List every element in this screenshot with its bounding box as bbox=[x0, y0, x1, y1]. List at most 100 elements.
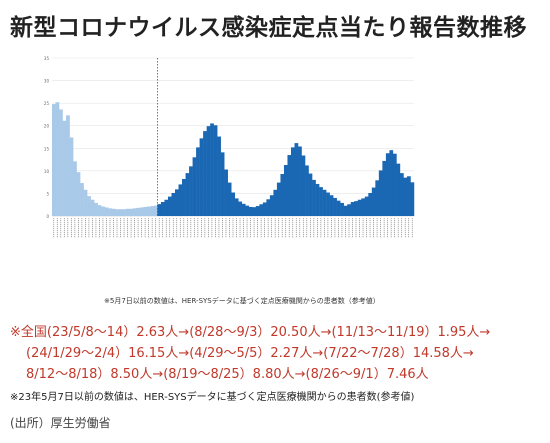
bar bbox=[283, 164, 288, 216]
bar bbox=[69, 137, 74, 216]
bar bbox=[164, 199, 169, 216]
bar bbox=[326, 192, 330, 216]
bar bbox=[262, 202, 267, 216]
bar bbox=[66, 115, 70, 216]
bar bbox=[399, 173, 404, 216]
bar bbox=[294, 143, 299, 216]
bar bbox=[375, 180, 380, 216]
bar bbox=[245, 205, 250, 216]
bar bbox=[227, 182, 232, 216]
y-tick-label: 10 bbox=[44, 169, 49, 174]
bar bbox=[336, 200, 341, 216]
bar bbox=[192, 157, 197, 216]
bar bbox=[59, 109, 63, 216]
bar bbox=[280, 174, 285, 216]
bar bbox=[343, 205, 348, 216]
bar bbox=[76, 172, 81, 216]
bar bbox=[403, 177, 408, 216]
bar bbox=[354, 201, 359, 216]
bar bbox=[308, 173, 313, 216]
bar bbox=[160, 202, 165, 216]
bar bbox=[220, 152, 225, 216]
bar bbox=[266, 199, 271, 216]
bar bbox=[182, 178, 186, 216]
summary-line-2: (24/1/29～2/4）16.15人→(4/29～5/5）2.27人→(7/2… bbox=[26, 346, 474, 361]
bar bbox=[199, 138, 204, 216]
bar bbox=[189, 166, 193, 216]
bar bbox=[305, 165, 309, 216]
bar bbox=[364, 196, 369, 216]
bar bbox=[312, 179, 316, 216]
bar bbox=[94, 202, 98, 216]
bar bbox=[55, 102, 60, 216]
bar bbox=[104, 207, 109, 216]
bar bbox=[97, 205, 102, 216]
source-note: (出所）厚生労働省 bbox=[10, 416, 111, 430]
bar bbox=[167, 196, 172, 216]
bar bbox=[178, 184, 183, 216]
bar bbox=[132, 208, 137, 216]
bar-chart: 0 5 10 15 20 25 30 35 bbox=[44, 56, 415, 238]
summary-line-1: ※全国(23/5/8～14）2.63人→(8/28～9/3）20.50人→(11… bbox=[10, 325, 491, 340]
bar bbox=[129, 208, 134, 216]
bar bbox=[150, 206, 155, 216]
summary-line-3: 8/12～8/18）8.50人→(8/19～8/25）8.80人→(8/26～9… bbox=[26, 367, 429, 382]
bar bbox=[108, 208, 112, 216]
bar bbox=[252, 207, 257, 216]
bar bbox=[322, 189, 327, 216]
bar bbox=[139, 207, 144, 216]
bar bbox=[315, 183, 320, 216]
bar bbox=[389, 150, 394, 216]
bar bbox=[273, 189, 278, 216]
bar bbox=[136, 207, 141, 216]
bar bbox=[378, 170, 383, 216]
bar bbox=[171, 192, 176, 216]
bar bbox=[153, 205, 158, 216]
bar bbox=[319, 187, 323, 216]
bar bbox=[231, 192, 236, 216]
bar bbox=[73, 161, 77, 216]
bar bbox=[298, 146, 302, 216]
bar bbox=[203, 131, 207, 216]
bar bbox=[224, 169, 228, 216]
bar bbox=[217, 136, 221, 216]
bar bbox=[287, 155, 292, 216]
bar bbox=[368, 192, 373, 216]
bar bbox=[276, 182, 281, 216]
bar bbox=[410, 182, 415, 216]
bar bbox=[146, 206, 151, 216]
bar bbox=[80, 183, 84, 216]
bar bbox=[347, 204, 351, 216]
y-tick-label: 0 bbox=[46, 214, 49, 219]
bar bbox=[301, 155, 306, 216]
bar bbox=[269, 195, 274, 216]
bar bbox=[206, 126, 211, 216]
bar bbox=[62, 120, 67, 216]
bar bbox=[90, 199, 95, 216]
bar bbox=[241, 203, 246, 216]
bar bbox=[196, 147, 200, 216]
bar bbox=[118, 209, 123, 216]
bar bbox=[290, 147, 295, 216]
bar bbox=[361, 198, 366, 216]
bar bbox=[329, 195, 334, 216]
y-tick-label: 30 bbox=[44, 79, 49, 84]
y-tick-label: 20 bbox=[44, 124, 49, 129]
bar bbox=[52, 104, 56, 216]
bar bbox=[115, 209, 120, 216]
bar bbox=[213, 125, 218, 216]
y-tick-label: 25 bbox=[44, 101, 49, 106]
footnote: ※23年5月7日以前の数値は、HER-SYSデータに基づく定点医療機関からの患者… bbox=[10, 392, 415, 403]
bar bbox=[238, 201, 243, 216]
page-title: 新型コロナウイルス感染症定点当たり報告数推移 bbox=[10, 15, 527, 41]
bar bbox=[122, 209, 127, 216]
bar bbox=[392, 153, 397, 216]
bar bbox=[371, 187, 376, 216]
bar bbox=[234, 198, 239, 216]
bar bbox=[350, 202, 355, 216]
chart-note: ※5月7日以前の数値は、HER-SYSデータに基づく定点医療機関からの患者数（参… bbox=[104, 297, 380, 305]
bar bbox=[382, 160, 387, 216]
bar bbox=[143, 206, 148, 216]
bar bbox=[385, 153, 390, 216]
bar bbox=[87, 196, 91, 216]
